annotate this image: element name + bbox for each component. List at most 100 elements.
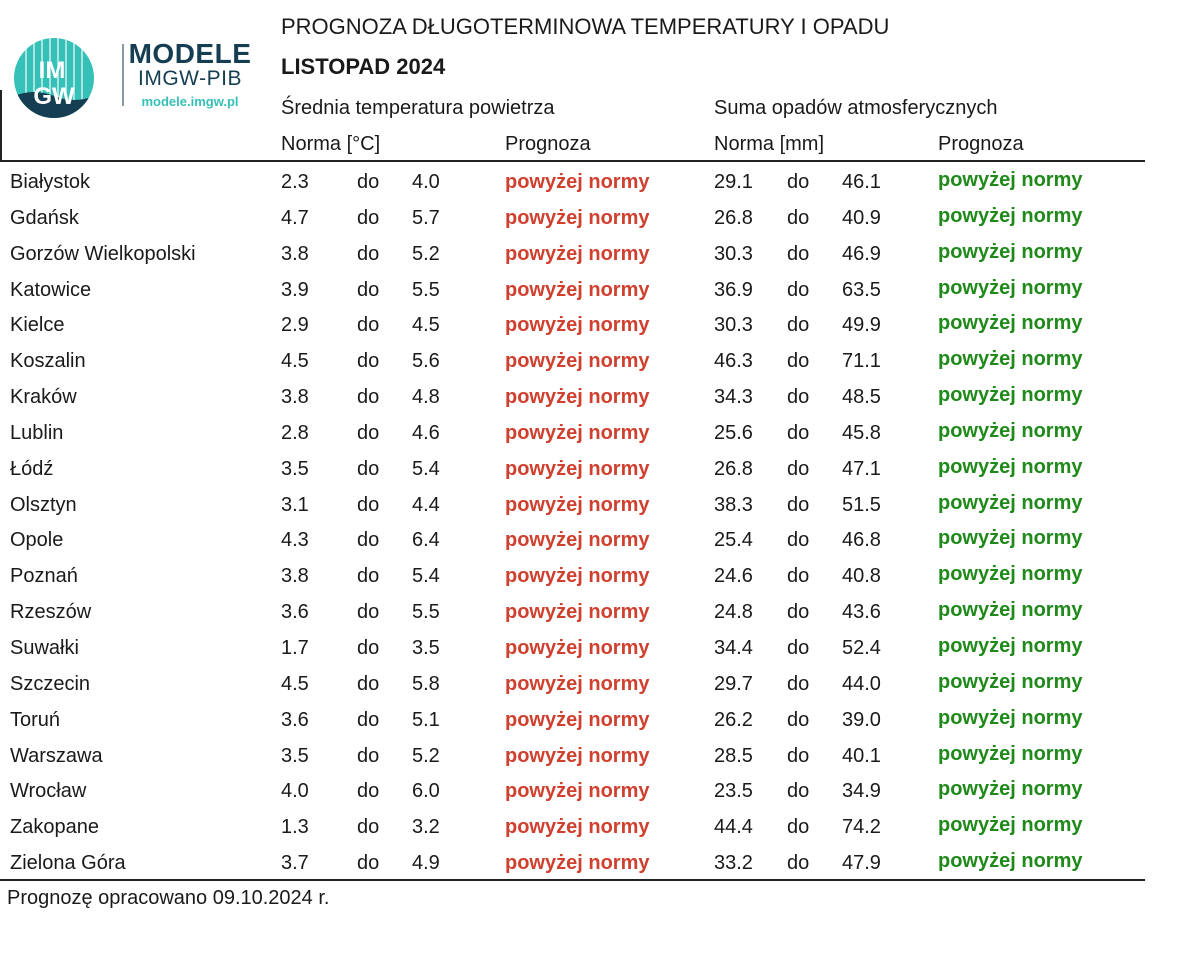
city-name: Olsztyn [10, 493, 77, 516]
temp-norm-separator: do [357, 601, 380, 624]
precip-norm-high: 49.9 [842, 314, 881, 337]
page-title: PROGNOZA DŁUGOTERMINOWA TEMPERATURY I OP… [281, 14, 890, 39]
city-name: Warszawa [10, 744, 103, 767]
precip-norm-high: 34.9 [842, 780, 881, 803]
precip-norm-separator: do [787, 386, 810, 409]
temp-norm-low: 2.8 [281, 421, 309, 444]
precip-norm-separator: do [787, 242, 810, 265]
precip-norm-high: 48.5 [842, 386, 881, 409]
precip-norm-high: 43.6 [842, 601, 881, 624]
temp-norm-high: 5.2 [412, 242, 440, 265]
temp-norm-high: 5.4 [412, 457, 440, 480]
precip-norm-separator: do [787, 314, 810, 337]
precip-norm-high: 47.9 [842, 852, 881, 875]
city-name: Zakopane [10, 816, 99, 839]
precip-norm-high: 40.8 [842, 565, 881, 588]
logo-divider [122, 44, 124, 106]
temp-norm-low: 3.6 [281, 708, 309, 731]
city-name: Kielce [10, 314, 65, 337]
logo-org: IMGW-PIB [138, 67, 242, 90]
temp-norm-high: 5.2 [412, 744, 440, 767]
table-row: Lublin 2.8 do 4.6 powyżej normy 25.6 do 45.8 pow… [0, 415, 1145, 451]
table-row: Suwałki 1.7 do 3.5 powyżej normy 34.4 do 52.4 po… [0, 630, 1145, 666]
precip-norm-separator: do [787, 601, 810, 624]
precip-forecast: powyżej normy [938, 419, 1083, 442]
precip-norm-separator: do [787, 457, 810, 480]
temp-forecast: powyżej normy [505, 421, 650, 444]
city-name: Łódź [10, 457, 54, 480]
city-name: Szczecin [10, 672, 91, 695]
temp-norm-high: 6.0 [412, 780, 440, 803]
temp-norm-separator: do [357, 242, 380, 265]
temp-norm-low: 3.8 [281, 565, 309, 588]
precip-norm-separator: do [787, 816, 810, 839]
temp-norm-high: 5.1 [412, 708, 440, 731]
temp-norm-separator: do [357, 314, 380, 337]
precip-norm-separator: do [787, 780, 810, 803]
temp-norm-low: 2.3 [281, 171, 309, 193]
city-name: Lublin [10, 421, 64, 444]
temp-norm-low: 1.3 [281, 816, 309, 839]
precip-norm-low: 29.7 [714, 672, 753, 695]
precip-norm-high: 71.1 [842, 350, 881, 373]
logo-mark-top: IM [39, 57, 66, 84]
temp-norm-high: 3.5 [412, 636, 440, 659]
logo-url: modele.imgw.pl [141, 94, 239, 109]
temp-norm-low: 4.7 [281, 206, 309, 229]
table-row: Olsztyn 3.1 do 4.4 powyżej normy 38.3 do 51.5 po… [0, 487, 1145, 523]
temp-norm-separator: do [357, 171, 380, 193]
temp-norm-low: 3.5 [281, 744, 309, 767]
precip-norm-separator: do [787, 708, 810, 731]
imgw-logo-mark-icon: IM GW [14, 38, 94, 118]
precip-forecast: powyżej normy [938, 276, 1083, 299]
logo-mark-bottom: GW [33, 83, 75, 110]
temp-norm-low: 3.1 [281, 493, 309, 516]
table-row: Zakopane 1.3 do 3.2 powyżej normy 44.4 do 74.2 p… [0, 809, 1145, 845]
city-name: Kraków [10, 386, 77, 409]
temp-forecast: powyżej normy [505, 278, 650, 301]
precip-norm-separator: do [787, 206, 810, 229]
temp-norm-low: 4.3 [281, 529, 309, 552]
precip-forecast: powyżej normy [938, 742, 1083, 765]
table-row: Gdańsk 4.7 do 5.7 powyżej normy 26.8 do 40.9 pow… [0, 200, 1145, 236]
precip-norm-low: 26.2 [714, 708, 753, 731]
precip-norm-high: 74.2 [842, 816, 881, 839]
precip-norm-header: Norma [mm] [714, 133, 824, 155]
precip-norm-separator: do [787, 493, 810, 516]
temp-norm-high: 5.5 [412, 601, 440, 624]
temp-norm-high: 5.7 [412, 206, 440, 229]
precip-norm-low: 25.4 [714, 529, 753, 552]
temp-forecast: powyżej normy [505, 386, 650, 409]
header-rule [0, 160, 1145, 162]
precip-forecast: powyżej normy [938, 455, 1083, 478]
city-name: Toruń [10, 708, 61, 731]
temp-norm-separator: do [357, 457, 380, 480]
city-name: Opole [10, 529, 64, 552]
temp-forecast: powyżej normy [505, 242, 650, 265]
temp-norm-low: 3.5 [281, 457, 309, 480]
logo-name: MODELE [128, 38, 252, 69]
precip-norm-separator: do [787, 565, 810, 588]
temp-norm-separator: do [357, 672, 380, 695]
table-row: Opole 4.3 do 6.4 powyżej normy 25.4 do 46.8 powy… [0, 522, 1145, 558]
temp-norm-low: 3.7 [281, 852, 309, 875]
city-name: Gorzów Wielkopolski [10, 242, 196, 265]
table-row: Katowice 3.9 do 5.5 powyżej normy 36.9 do 63.5 p… [0, 272, 1145, 308]
temp-norm-low: 4.0 [281, 780, 309, 803]
temp-norm-high: 6.4 [412, 529, 440, 552]
temp-forecast: powyżej normy [505, 565, 650, 588]
temp-norm-high: 4.5 [412, 314, 440, 337]
precip-norm-low: 46.3 [714, 350, 753, 373]
precip-forecast: powyżej normy [938, 491, 1083, 514]
precip-norm-low: 29.1 [714, 171, 753, 193]
temp-forecast: powyżej normy [505, 206, 650, 229]
precip-forecast-header: Prognoza [938, 133, 1024, 155]
temp-forecast: powyżej normy [505, 744, 650, 767]
precip-norm-low: 28.5 [714, 744, 753, 767]
precip-norm-high: 46.9 [842, 242, 881, 265]
temp-norm-high: 5.4 [412, 565, 440, 588]
temp-norm-separator: do [357, 421, 380, 444]
precip-norm-separator: do [787, 744, 810, 767]
temp-norm-low: 1.7 [281, 636, 309, 659]
city-name: Białystok [10, 171, 91, 193]
